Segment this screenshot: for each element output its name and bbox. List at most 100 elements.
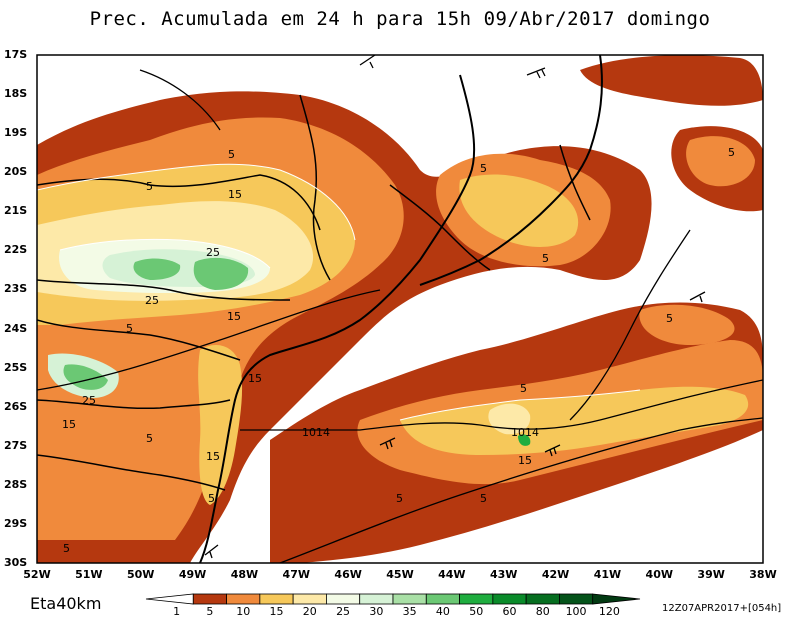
- colorbar-swatch: [525, 593, 560, 605]
- colorbar-label: 15: [269, 605, 284, 618]
- precip-region-3: [580, 55, 763, 106]
- label-25-c: 25: [82, 394, 96, 407]
- wind-barbs: [204, 54, 706, 559]
- state-borders: [37, 94, 591, 491]
- label-5-c: 5: [126, 322, 133, 335]
- colorbar-label: 100: [565, 605, 587, 618]
- colorbar-swatch: [425, 593, 460, 605]
- colorbar-swatch: [326, 593, 361, 605]
- lon-label: 39W: [697, 568, 725, 581]
- lat-label: 24S: [4, 321, 28, 335]
- colorbar-label: 40: [435, 605, 450, 618]
- label-15-f: 15: [518, 454, 532, 467]
- colorbar-swatch: [292, 593, 327, 605]
- colorbar-label: 10: [236, 605, 251, 618]
- lat-label: 23S: [4, 282, 28, 296]
- colorbar-label: 30: [369, 605, 384, 618]
- label-15-a: 15: [228, 188, 242, 201]
- label-5-f: 5: [63, 542, 70, 555]
- lon-label: 48W: [230, 568, 259, 581]
- lon-label: 50W: [126, 568, 155, 581]
- lat-label: 22S: [4, 243, 28, 257]
- isobars: [37, 69, 763, 563]
- lon-label: 43W: [489, 568, 518, 581]
- model-name: Eta40km: [30, 594, 102, 613]
- colorbar-swatch: [145, 593, 194, 605]
- run-stamp: 12Z07APR2017+[054h]: [662, 603, 782, 614]
- lon-label: 45W: [386, 568, 414, 581]
- lon-label: 47W: [282, 568, 311, 581]
- label-5-l: 5: [396, 492, 403, 505]
- lon-label: 49W: [178, 568, 207, 581]
- plot-frame: [36, 54, 764, 564]
- colorbar-label: 1: [173, 605, 181, 618]
- colorbar-swatch: [259, 593, 294, 605]
- lon-label: 40W: [645, 568, 674, 581]
- colorbar-swatch: [492, 593, 527, 605]
- colorbar-label: 20: [302, 605, 317, 618]
- label-5-e: 5: [208, 492, 215, 505]
- label-5-h: 5: [542, 252, 549, 265]
- contour-labels: 5 5 15 25 25 15 5 15 25 15 5 15 5 5 5 5 …: [62, 146, 735, 555]
- lon-label: 41W: [593, 568, 622, 581]
- lon-label: 42W: [541, 568, 570, 581]
- label-15-b: 15: [227, 310, 241, 323]
- lat-label: 26S: [4, 399, 28, 413]
- colorbar-swatch: [226, 593, 261, 605]
- colorbar-swatch: [392, 593, 427, 605]
- precip-region-21: [63, 364, 108, 390]
- lon-label: 46W: [334, 568, 362, 581]
- colorbar-swatch: [359, 593, 394, 605]
- label-5-a: 5: [228, 148, 235, 161]
- colorbar-label: 35: [402, 605, 417, 618]
- lon-label: 44W: [438, 568, 466, 581]
- lat-label: 20S: [4, 165, 28, 179]
- lat-label: 17S: [4, 48, 28, 61]
- label-5-d: 5: [146, 432, 153, 445]
- label-5-i: 5: [728, 146, 735, 159]
- colorbar-label: 5: [206, 605, 214, 618]
- lon-label: 51W: [75, 568, 103, 581]
- lat-label: 28S: [4, 477, 28, 491]
- label-5-k: 5: [520, 382, 527, 395]
- map-title: Prec. Acumulada em 24 h para 15h 09/Abr/…: [89, 8, 711, 30]
- colorbar: [145, 593, 641, 605]
- precip-region-11: [459, 174, 579, 247]
- colorbar-label: 80: [535, 605, 550, 618]
- lon-label: 52W: [23, 568, 51, 581]
- colorbar-swatch: [559, 593, 594, 605]
- colorbar-label: 60: [502, 605, 517, 618]
- lat-label: 18S: [4, 87, 28, 101]
- colorbar-swatch: [592, 593, 641, 605]
- precip-region-15: [488, 403, 531, 435]
- label-5-j: 5: [666, 312, 673, 325]
- precip-region-9: [639, 304, 735, 345]
- label-5-b: 5: [146, 180, 153, 193]
- colorbar-swatch: [459, 593, 494, 605]
- precip-region-18: [133, 258, 181, 280]
- lat-label: 30S: [4, 556, 28, 569]
- label-5-g: 5: [480, 162, 487, 175]
- label-15-d: 15: [62, 418, 76, 431]
- label-15-c: 15: [248, 372, 262, 385]
- precip-region-19: [193, 257, 249, 290]
- label-1014-b: 1014: [511, 426, 539, 439]
- lat-label: 21S: [4, 204, 28, 218]
- precip-region-13: [198, 345, 243, 505]
- colorbar-label: 120: [598, 605, 620, 618]
- precip-isolines: [37, 163, 641, 421]
- colorbar-label: 50: [469, 605, 484, 618]
- precip-region-22: [518, 434, 531, 446]
- precip-region-8: [686, 136, 755, 187]
- label-15-e: 15: [206, 450, 220, 463]
- lon-label: 38W: [749, 568, 777, 581]
- lat-label: 27S: [4, 438, 28, 452]
- lat-label: 19S: [4, 126, 28, 140]
- label-25-a: 25: [206, 246, 220, 259]
- colorbar-swatch: [192, 593, 227, 605]
- label-25-b: 25: [145, 294, 159, 307]
- label-1014-a: 1014: [302, 426, 330, 439]
- lat-label: 29S: [4, 516, 28, 530]
- coastline: [199, 55, 603, 563]
